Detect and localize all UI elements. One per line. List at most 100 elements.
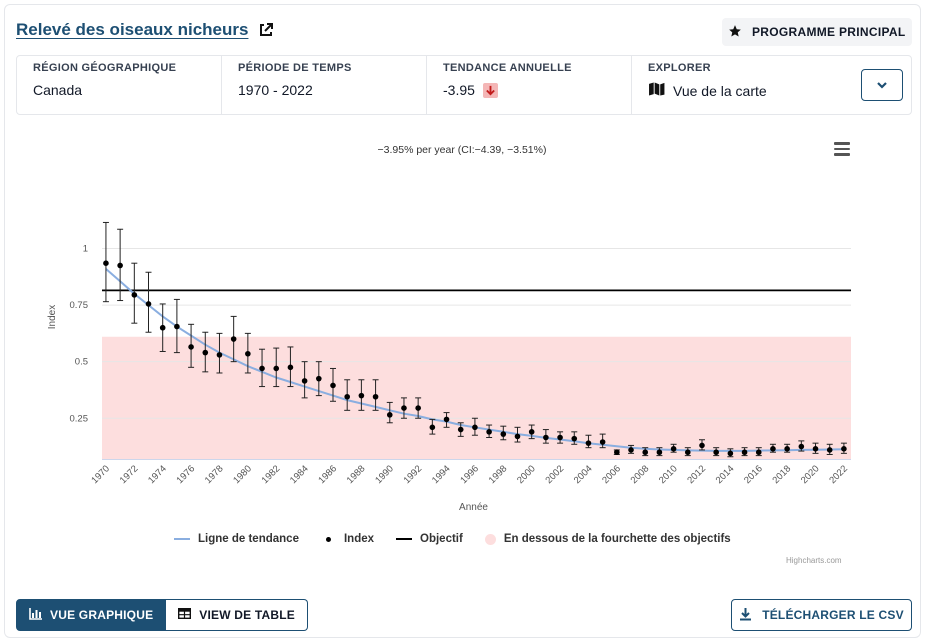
y-tick-label: 0.75 [70, 300, 89, 311]
index-point [585, 440, 592, 446]
index-point [500, 431, 507, 437]
index-point [528, 429, 535, 435]
x-tick-label: 1970 [89, 463, 112, 486]
x-tick-label: 2020 [799, 463, 822, 486]
x-tick-label: 1980 [231, 463, 254, 486]
x-tick-label: 1998 [487, 463, 510, 486]
explore-cell: EXPLORER Vue de la carte [632, 56, 911, 114]
index-point [103, 260, 109, 266]
legend-band-label: En dessous de la fourchette des objectif… [503, 533, 731, 545]
region-label: RÉGION GÉOGRAPHIQUE [33, 62, 177, 74]
index-point [174, 323, 180, 330]
x-tick-label: 2008 [629, 463, 652, 486]
index-point [628, 447, 634, 453]
x-tick-label: 2000 [515, 463, 538, 486]
download-csv-label: TÉLÉCHARGER LE CSV [762, 608, 904, 622]
region-cell: RÉGION GÉOGRAPHIQUE Canada [17, 56, 222, 114]
chevron-down-icon [876, 76, 888, 94]
external-link-icon[interactable] [258, 22, 274, 38]
index-point [273, 365, 280, 372]
legend-trend-swatch [174, 538, 190, 540]
index-point [372, 393, 379, 400]
index-point [145, 301, 152, 307]
index-point [599, 439, 606, 445]
legend-objective-swatch [396, 538, 413, 540]
trend-cell: TENDANCE ANNUELLE -3.95 [427, 56, 632, 114]
index-point [642, 449, 649, 456]
info-bar: RÉGION GÉOGRAPHIQUE Canada PÉRIODE DE TE… [16, 55, 912, 115]
index-point [429, 424, 436, 431]
chart-credits[interactable]: Highcharts.com [786, 556, 842, 565]
index-point [798, 443, 805, 450]
x-tick-label: 1982 [260, 463, 283, 486]
chart-svg: 0.25 0.5 0.75 1 1970 1972 1974 1976 1978 1980 1982… [47, 221, 851, 513]
index-point [557, 434, 563, 441]
x-tick-label: 1996 [458, 463, 481, 486]
index-point [245, 350, 251, 357]
index-point [486, 429, 492, 435]
index-point [571, 435, 578, 442]
period-value: 1970 - 2022 [238, 82, 313, 98]
index-point [826, 447, 833, 453]
program-button-label: PROGRAMME PRINCIPAL [752, 25, 906, 39]
legend-index-label: Index [343, 533, 375, 545]
arrow-down-icon [482, 82, 498, 98]
card [4, 4, 921, 638]
legend-band-swatch [484, 533, 496, 545]
legend-item-band[interactable]: En dessous de la fourchette des objectif… [484, 533, 731, 545]
index-point [344, 393, 350, 400]
x-tick-label: 2010 [657, 463, 680, 486]
index-point [670, 446, 677, 452]
index-point [656, 449, 663, 456]
index-point [316, 375, 322, 382]
x-tick-label: 1992 [402, 463, 425, 486]
y-tick-label: 0.25 [70, 413, 89, 424]
x-tick-label: 1984 [288, 463, 311, 486]
legend-item-index[interactable]: Index [321, 533, 374, 545]
legend-objective-label: Objectif [420, 533, 463, 545]
view-toggle: VUE GRAPHIQUE VIEW DE TABLE [16, 599, 309, 631]
index-point [443, 416, 450, 423]
index-point [358, 392, 365, 399]
x-tick-label: 1994 [430, 463, 453, 486]
index-point [543, 434, 549, 441]
x-tick-label: 1990 [373, 463, 396, 486]
download-csv-button[interactable]: TÉLÉCHARGER LE CSV [731, 599, 912, 631]
index-point [770, 446, 776, 452]
program-button[interactable]: PROGRAMME PRINCIPAL [722, 18, 912, 46]
index-point [684, 449, 691, 456]
x-tick-label: 1974 [146, 463, 169, 486]
index-point [301, 378, 308, 384]
hamburger-menu-icon[interactable] [834, 142, 850, 156]
legend-item-objective[interactable]: Objectif [396, 533, 463, 545]
legend-item-trend[interactable]: Ligne de tendance [174, 533, 299, 545]
table-view-button[interactable]: VIEW DE TABLE [166, 599, 309, 631]
index-point [472, 424, 478, 431]
index-point [216, 352, 223, 358]
x-tick-label: 2006 [600, 463, 623, 486]
explore-value-row: Vue de la carte [648, 82, 895, 99]
index-point [415, 405, 421, 411]
y-tick-label: 1 [83, 243, 88, 254]
x-axis-title: Année [459, 502, 488, 513]
graph-view-button[interactable]: VUE GRAPHIQUE [16, 599, 167, 631]
legend-index-swatch [325, 536, 331, 542]
table-view-label: VIEW DE TABLE [199, 608, 296, 622]
page-title-link[interactable]: Relevé des oiseaux nicheurs [16, 20, 249, 39]
index-point [230, 336, 237, 342]
x-tick-label: 1978 [203, 463, 226, 486]
x-tick-label: 1986 [316, 463, 339, 486]
index-point [457, 426, 464, 433]
explore-dropdown-button[interactable] [861, 69, 903, 101]
index-point [699, 442, 705, 449]
index-point [812, 446, 819, 452]
index-point [188, 344, 194, 350]
index-point [784, 446, 790, 452]
explore-label: EXPLORER [648, 62, 711, 74]
legend-trend-label: Ligne de tendance [198, 533, 299, 545]
trend-value: -3.95 [443, 82, 475, 98]
y-tick-label: 0.5 [75, 357, 88, 368]
x-tick-label: 1976 [174, 463, 197, 486]
trend-value-row: -3.95 [443, 82, 615, 98]
x-tick-label: 1972 [118, 463, 141, 486]
